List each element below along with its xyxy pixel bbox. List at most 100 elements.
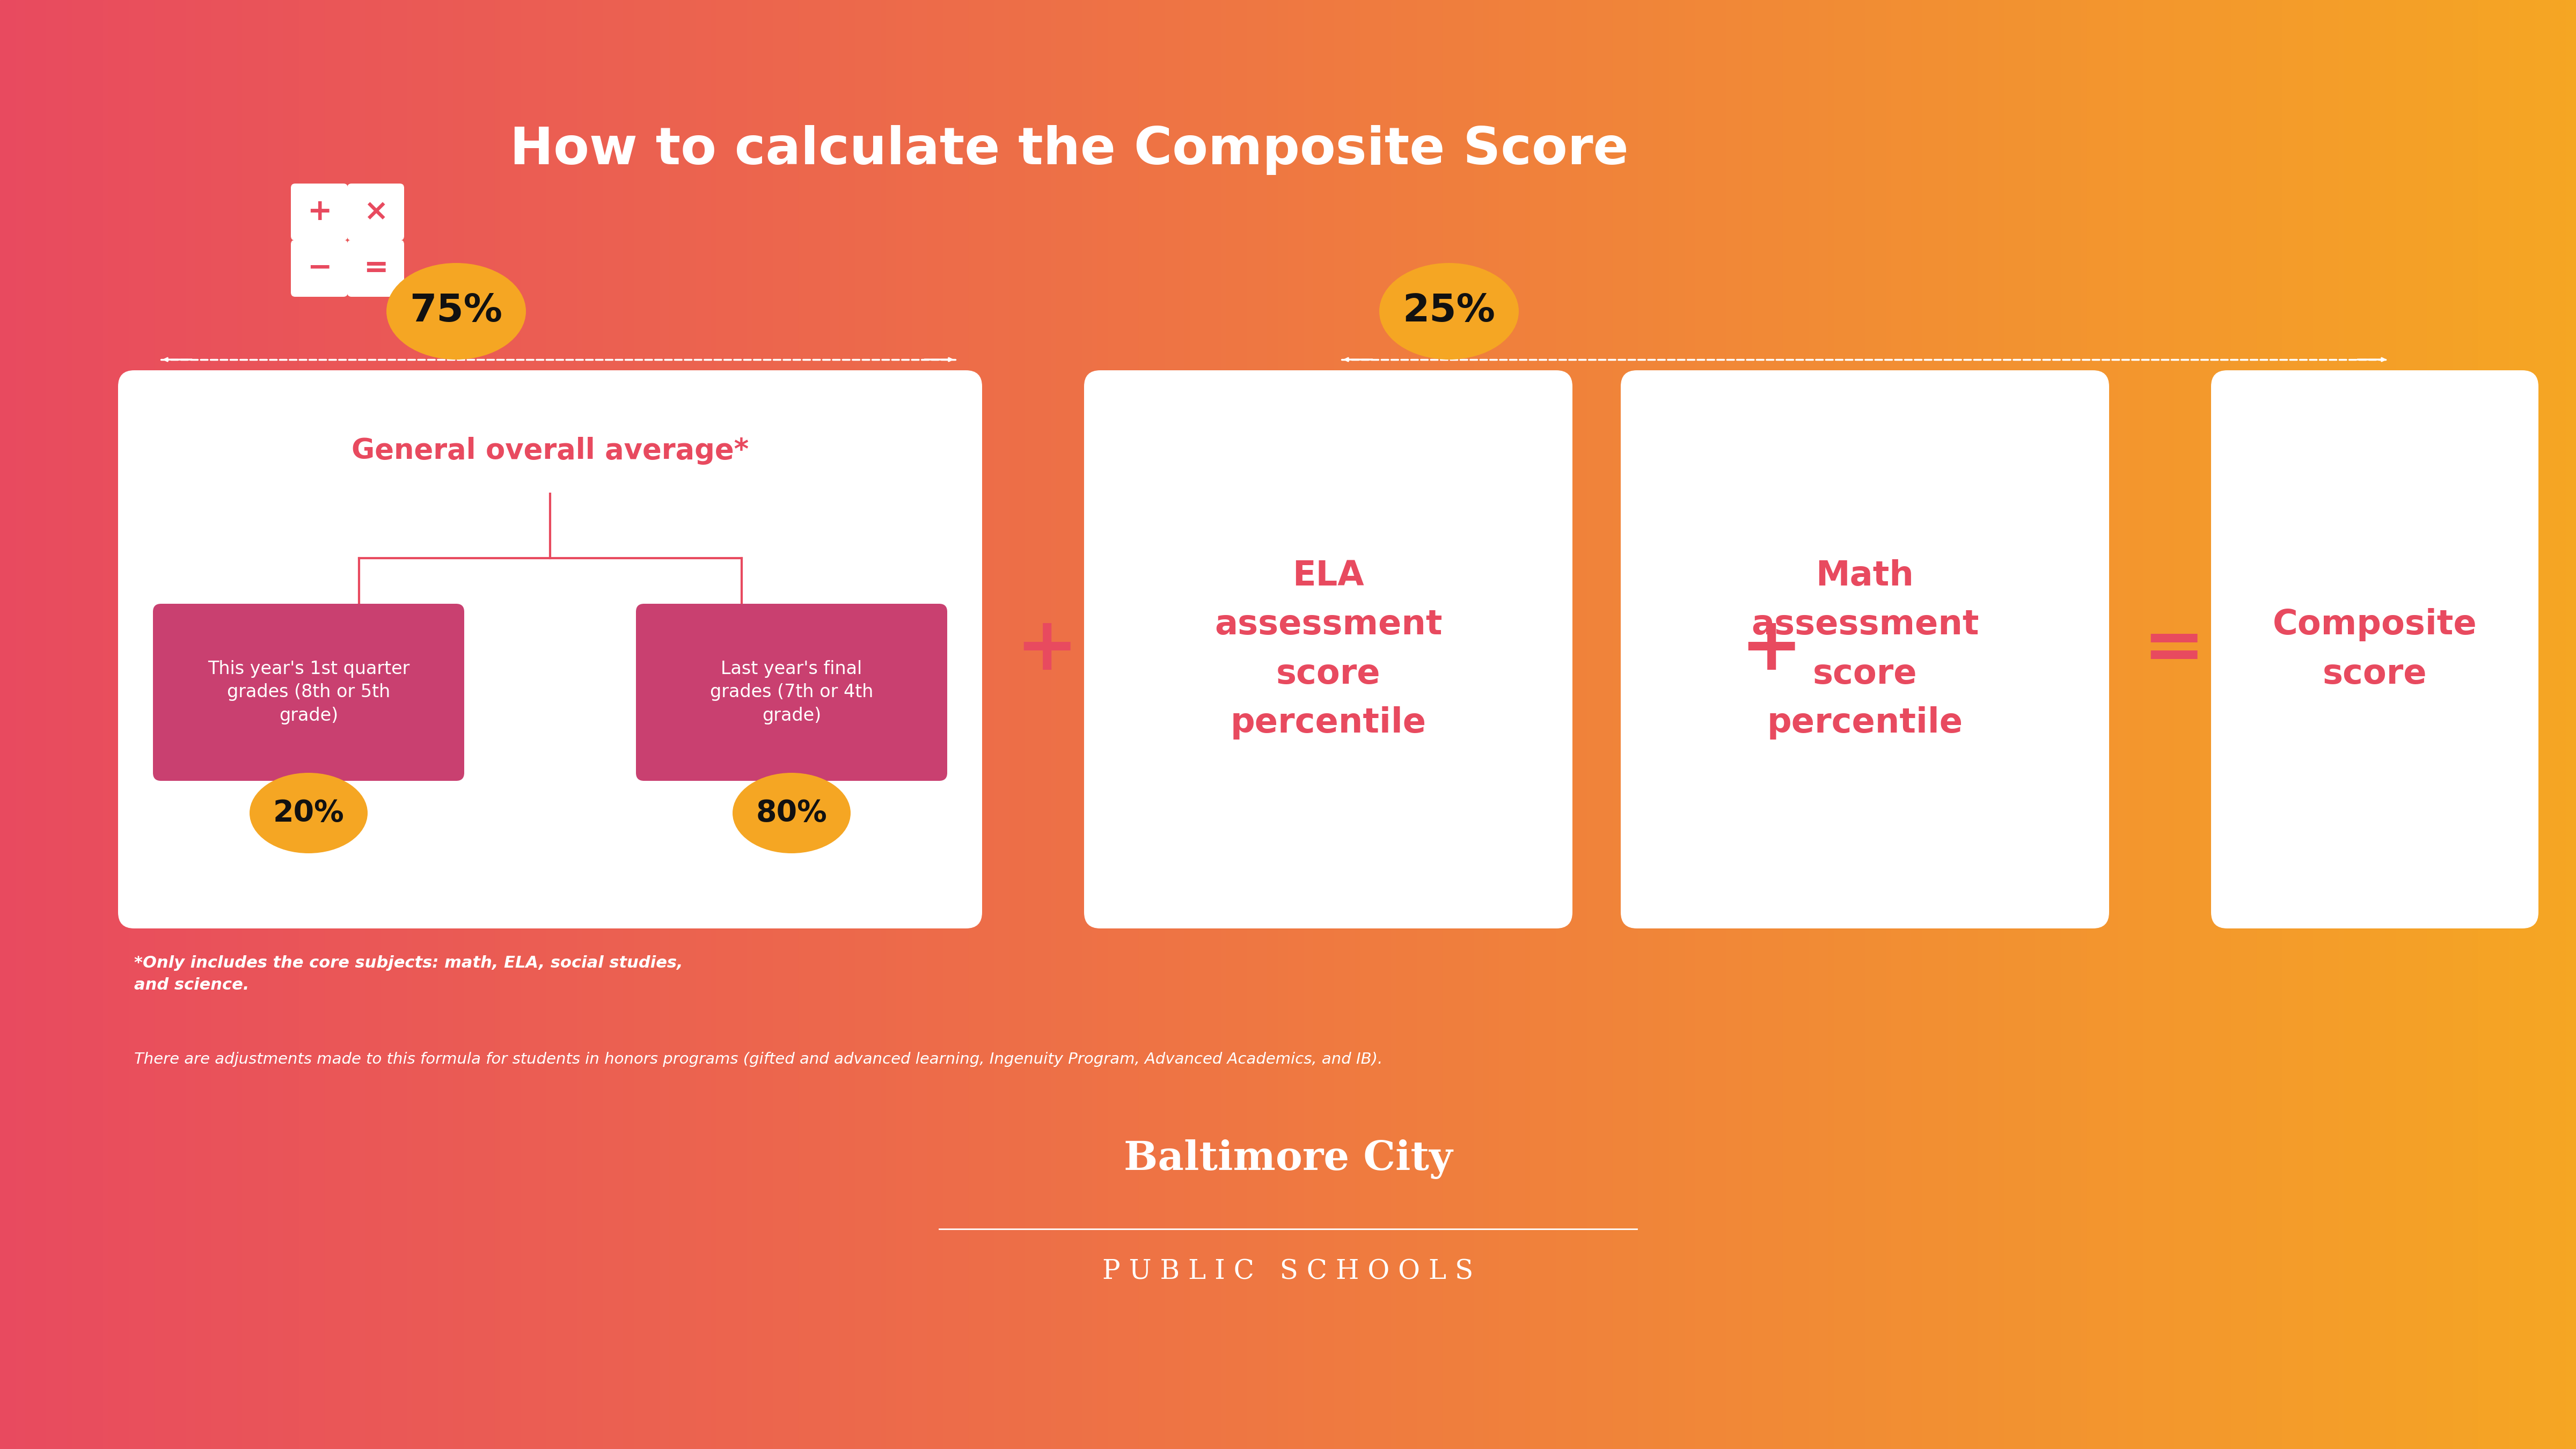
Bar <box>1716 0 1723 1449</box>
Bar <box>2452 0 2460 1449</box>
Bar <box>1092 0 1100 1449</box>
Bar <box>484 0 492 1449</box>
Bar <box>974 0 981 1449</box>
Bar <box>1190 0 1198 1449</box>
Bar <box>1618 0 1625 1449</box>
Bar <box>459 0 466 1449</box>
Bar <box>902 0 909 1449</box>
Bar <box>1036 0 1043 1449</box>
Bar <box>2488 0 2496 1449</box>
Bar <box>2246 0 2254 1449</box>
Bar <box>1077 0 1084 1449</box>
Bar <box>2298 0 2306 1449</box>
Bar <box>1798 0 1806 1449</box>
Bar <box>845 0 853 1449</box>
Bar <box>108 0 116 1449</box>
Bar <box>1731 0 1739 1449</box>
Bar <box>67 0 75 1449</box>
Bar <box>41 0 49 1449</box>
Bar <box>891 0 899 1449</box>
Bar <box>634 0 641 1449</box>
Bar <box>629 0 636 1449</box>
Text: P U B L I C   S C H O O L S: P U B L I C S C H O O L S <box>1103 1259 1473 1285</box>
Bar <box>2076 0 2084 1449</box>
Bar <box>2391 0 2398 1449</box>
Bar <box>1236 0 1244 1449</box>
FancyBboxPatch shape <box>2210 371 2537 929</box>
Bar <box>1597 0 1605 1449</box>
Bar <box>1185 0 1193 1449</box>
Bar <box>2318 0 2326 1449</box>
Bar <box>345 0 353 1449</box>
Bar <box>1133 0 1141 1449</box>
Bar <box>2190 0 2197 1449</box>
Bar <box>1577 0 1584 1449</box>
Bar <box>1747 0 1754 1449</box>
Bar <box>726 0 734 1449</box>
Bar <box>1824 0 1832 1449</box>
Bar <box>201 0 209 1449</box>
Bar <box>5 0 13 1449</box>
Bar <box>2071 0 2079 1449</box>
Bar <box>1468 0 1476 1449</box>
Bar <box>871 0 878 1449</box>
Bar <box>778 0 786 1449</box>
Bar <box>1551 0 1558 1449</box>
Bar <box>690 0 698 1449</box>
Bar <box>2257 0 2264 1449</box>
Bar <box>1066 0 1074 1449</box>
Text: ×: × <box>363 197 389 226</box>
Bar <box>469 0 477 1449</box>
Bar <box>1097 0 1105 1449</box>
Bar <box>1937 0 1945 1449</box>
Bar <box>319 0 327 1449</box>
Bar <box>1633 0 1641 1449</box>
Bar <box>1319 0 1327 1449</box>
Bar <box>2401 0 2409 1449</box>
Bar <box>340 0 348 1449</box>
Bar <box>1175 0 1182 1449</box>
Bar <box>2056 0 2063 1449</box>
Bar <box>2354 0 2362 1449</box>
Bar <box>1685 0 1692 1449</box>
Bar <box>1963 0 1971 1449</box>
Bar <box>2499 0 2506 1449</box>
Text: 20%: 20% <box>273 798 345 827</box>
Bar <box>1546 0 1553 1449</box>
Text: =: = <box>2143 613 2205 685</box>
Ellipse shape <box>1378 262 1520 359</box>
Text: ELA
assessment
score
percentile: ELA assessment score percentile <box>1213 559 1443 739</box>
Bar <box>2375 0 2383 1449</box>
Bar <box>2561 0 2568 1449</box>
Bar <box>1072 0 1079 1449</box>
Bar <box>1324 0 1332 1449</box>
Bar <box>948 0 956 1449</box>
Bar <box>969 0 976 1449</box>
Bar <box>1206 0 1213 1449</box>
Bar <box>855 0 863 1449</box>
Bar <box>1850 0 1857 1449</box>
Bar <box>1814 0 1821 1449</box>
Bar <box>252 0 260 1449</box>
Bar <box>1267 0 1275 1449</box>
Bar <box>129 0 137 1449</box>
Bar <box>866 0 873 1449</box>
Bar <box>1968 0 1976 1449</box>
Bar <box>1803 0 1811 1449</box>
Bar <box>2164 0 2172 1449</box>
Bar <box>644 0 652 1449</box>
Bar <box>737 0 744 1449</box>
Bar <box>531 0 538 1449</box>
Bar <box>2107 0 2115 1449</box>
Bar <box>747 0 755 1449</box>
FancyBboxPatch shape <box>291 184 348 241</box>
Bar <box>2571 0 2576 1449</box>
Bar <box>979 0 987 1449</box>
Bar <box>2380 0 2388 1449</box>
Bar <box>1252 0 1260 1449</box>
Bar <box>773 0 781 1449</box>
Bar <box>227 0 234 1449</box>
Bar <box>1556 0 1564 1449</box>
Bar <box>1231 0 1239 1449</box>
Bar <box>1391 0 1399 1449</box>
